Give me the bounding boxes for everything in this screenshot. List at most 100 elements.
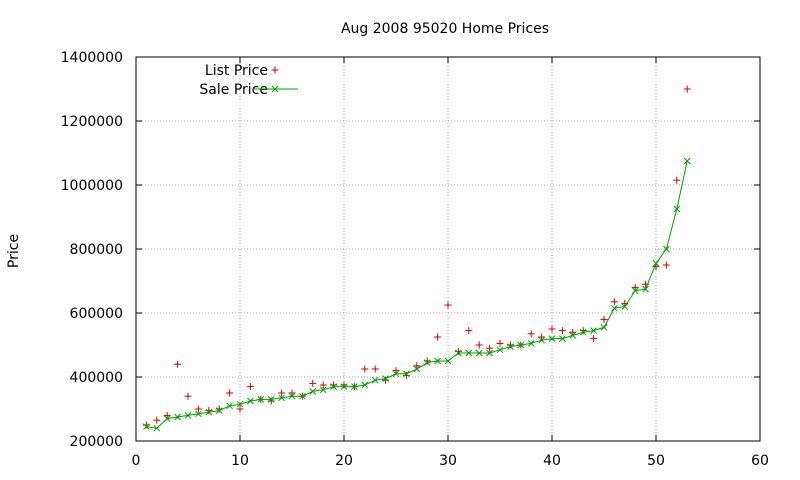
- sale-price-point: [403, 370, 410, 378]
- list-price-point: [590, 335, 598, 343]
- y-tick-label: 1400000: [61, 50, 123, 66]
- sale-price-point: [579, 328, 587, 336]
- list-price-point: [413, 362, 421, 370]
- legend: List Price Sale Price: [199, 63, 298, 98]
- sale-price-point: [496, 346, 504, 354]
- sale-price-point: [621, 303, 629, 310]
- list-price-point: [673, 176, 681, 184]
- axis-ticks: 0 10 20 30 40 50 60 200000 400000 600000 800000 100…: [61, 50, 769, 469]
- list-price-point: [153, 416, 161, 424]
- list-price-point: [486, 344, 494, 352]
- sale-price-point: [174, 413, 181, 421]
- list-price-point: [475, 341, 483, 349]
- list-price-point: [194, 405, 202, 413]
- sale-price-point: [683, 157, 691, 165]
- list-price-point: [205, 407, 213, 415]
- sale-price-point: [455, 349, 462, 357]
- legend-marker: [271, 66, 279, 74]
- list-price-point: [538, 333, 546, 341]
- y-tick-label: 800000: [70, 242, 123, 258]
- list-price-point: [288, 389, 296, 397]
- list-price-point: [330, 381, 338, 389]
- list-price-point: [506, 341, 514, 349]
- sale-price-point: [673, 205, 681, 213]
- y-tick-label: 1200000: [61, 114, 123, 130]
- series-sale-price: [143, 157, 691, 432]
- sale-price-point: [319, 386, 327, 394]
- x-tick-label: 10: [231, 453, 249, 469]
- list-price-point: [392, 367, 400, 375]
- list-price-point: [236, 405, 244, 413]
- x-tick-label: 0: [132, 453, 141, 469]
- list-price-point: [184, 392, 192, 400]
- sale-price-point: [382, 375, 389, 382]
- sale-price-point: [600, 324, 608, 331]
- sale-price-point: [361, 381, 369, 389]
- list-price-point: [569, 328, 577, 336]
- sale-price-point: [507, 343, 514, 350]
- sale-price-point: [143, 423, 150, 430]
- sale-price-point: [340, 383, 348, 390]
- sale-price-point: [215, 407, 223, 414]
- list-price-point: [600, 315, 608, 323]
- sale-price-point: [527, 340, 535, 347]
- list-price-point: [371, 365, 379, 373]
- sale-price-point: [475, 349, 483, 357]
- sale-price-point: [590, 327, 597, 334]
- list-price-point: [631, 283, 639, 291]
- sale-price-point: [434, 357, 441, 365]
- list-price-point: [558, 327, 566, 335]
- y-tick-label: 1000000: [61, 178, 123, 194]
- y-tick-label: 200000: [70, 434, 123, 450]
- grid-lines: [136, 57, 760, 441]
- list-price-point: [278, 389, 286, 397]
- x-tick-label: 30: [439, 453, 457, 469]
- sale-price-point: [663, 245, 670, 253]
- sale-price-point: [351, 383, 358, 390]
- chart-title: Aug 2008 95020 Home Prices: [341, 21, 549, 37]
- sale-price-point: [195, 410, 202, 418]
- sale-price-point: [288, 392, 296, 400]
- x-tick-label: 60: [751, 453, 769, 469]
- sale-price-point: [465, 349, 473, 357]
- sale-price-point: [559, 335, 566, 342]
- sale-price-point: [413, 365, 421, 373]
- sale-price-point: [631, 287, 639, 294]
- list-price-point: [163, 411, 171, 419]
- sale-price-point: [257, 396, 265, 403]
- x-tick-label: 20: [335, 453, 353, 469]
- list-price-point: [496, 339, 504, 347]
- sale-price-line: [146, 160, 688, 429]
- list-price-point: [382, 376, 390, 384]
- list-price-point: [527, 330, 535, 338]
- list-price-point: [579, 327, 587, 335]
- sale-price-point: [163, 415, 171, 422]
- list-price-point: [142, 421, 150, 429]
- plot-area-frame: [135, 56, 761, 442]
- list-price-point: [454, 347, 462, 355]
- legend-label: Sale Price: [199, 82, 268, 98]
- sale-price-point: [226, 402, 233, 410]
- sale-price-point: [569, 332, 577, 339]
- sale-price-point: [267, 396, 275, 403]
- sale-price-point: [611, 304, 618, 312]
- sale-price-point: [299, 392, 306, 400]
- sale-price-point: [486, 349, 493, 357]
- sale-price-point: [444, 357, 452, 365]
- list-price-point: [267, 397, 275, 405]
- list-price-point: [226, 389, 234, 397]
- sale-price-point: [517, 341, 525, 349]
- sale-price-point: [153, 424, 161, 432]
- sale-price-point: [247, 397, 254, 405]
- sale-price-point: [371, 376, 379, 384]
- list-price-point: [423, 357, 431, 365]
- sale-price-point: [184, 412, 192, 419]
- list-price-point: [246, 383, 254, 391]
- sale-price-point: [330, 383, 337, 390]
- sale-price-point: [278, 394, 285, 402]
- list-price-point: [361, 365, 369, 373]
- sale-price-point: [642, 285, 649, 293]
- list-price-point: [548, 325, 556, 333]
- y-tick-label: 400000: [70, 370, 123, 386]
